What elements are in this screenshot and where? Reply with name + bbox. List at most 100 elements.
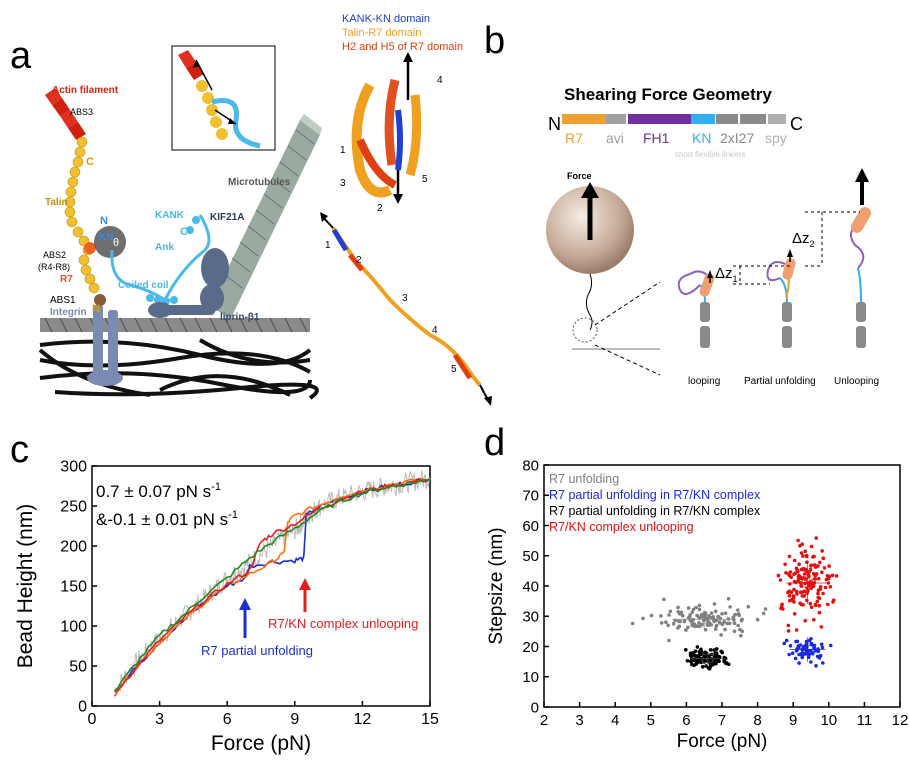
x-tick-label: 3 (575, 712, 583, 729)
integrin (87, 305, 123, 386)
scatter-point-0 (720, 612, 724, 616)
helix-top-5: 5 (422, 174, 428, 185)
scatter-point-0 (682, 619, 687, 624)
y-tick-label: 30 (522, 609, 539, 626)
actin-label: Actin filament (52, 85, 119, 96)
scatter-point-3 (818, 560, 822, 565)
scatter-point-1 (800, 654, 805, 659)
curve-series-2 (113, 477, 431, 697)
integrin-label: Integrin (50, 307, 87, 318)
scatter-point-3 (783, 562, 787, 567)
scatter-point-0 (726, 597, 731, 601)
x-tick-label: 10 (820, 712, 837, 729)
scatter-point-3 (798, 601, 802, 605)
scatter-point-0 (684, 628, 688, 632)
zoom-line-bottom (594, 344, 661, 376)
scatter-point-0 (709, 611, 714, 615)
scatter-point-0 (697, 607, 702, 612)
scatter-point-0 (677, 624, 682, 629)
scatter-point-0 (755, 617, 760, 622)
scatter-point-3 (784, 571, 788, 575)
scatter-point-0 (714, 623, 719, 628)
scatter-point-2 (689, 653, 694, 658)
scatter-point-0 (664, 620, 668, 624)
scatter-point-0 (723, 627, 727, 632)
scatter-point-0 (678, 619, 682, 624)
kank-label: KANK (155, 210, 185, 221)
scatter-point-3 (792, 600, 796, 604)
scatter-point-0 (641, 616, 645, 621)
scatter-point-3 (808, 601, 813, 606)
x-tick-label: 9 (789, 712, 797, 729)
scatter-point-2 (689, 659, 693, 664)
y-tick-label: 80 (522, 457, 539, 474)
scatter-point-1 (787, 652, 791, 657)
scatter-point-1 (816, 649, 821, 654)
scatter-point-3 (789, 590, 794, 594)
scatter-point-0 (725, 621, 729, 626)
scatter-point-3 (816, 595, 821, 600)
x-tick-label: 5 (647, 712, 655, 729)
scatter-point-3 (794, 566, 799, 571)
dz2-arrow-head (787, 249, 793, 257)
scatter-point-3 (830, 573, 835, 578)
scatter-point-0 (727, 621, 732, 626)
state-label-looping: looping (688, 376, 720, 387)
panel-letter-c: c (10, 429, 29, 471)
state-label-partial: Partial unfolding (744, 376, 816, 387)
construct-title: Shearing Force Geometry (564, 85, 772, 104)
scatter-point-3 (801, 603, 805, 607)
x-tick-label: 6 (682, 712, 690, 729)
scatter-point-3 (796, 538, 800, 543)
scatter-point-2 (685, 659, 690, 663)
y-tick-label: 0 (531, 699, 539, 716)
curve-series-4 (113, 478, 431, 693)
scatter-point-3 (819, 625, 824, 629)
scatter-point-0 (703, 611, 707, 615)
panel-b: b Shearing Force Geometry N C R7 avi FH1… (484, 20, 879, 387)
scatter-point-3 (807, 570, 811, 574)
y-tick-label: 200 (60, 539, 87, 556)
scatter-point-3 (802, 572, 807, 576)
scatter-point-0 (722, 619, 727, 624)
panel-letter-a: a (10, 35, 32, 77)
scatter-point-0 (728, 605, 732, 609)
x-tick-label: 9 (290, 711, 299, 728)
y-tick-label: 40 (522, 578, 539, 595)
scatter-point-1 (821, 661, 825, 665)
tether (585, 273, 593, 331)
x-tick-label: 6 (223, 711, 232, 728)
scatter-point-0 (666, 623, 670, 628)
scatter-point-0 (703, 628, 708, 632)
scatter-point-0 (763, 607, 768, 611)
scatter-point-3 (831, 600, 835, 604)
inset-box (171, 45, 276, 151)
scatter-point-3 (818, 587, 822, 591)
scatter-point-0 (697, 624, 702, 629)
kank-coiled-coil-beads (146, 216, 200, 305)
mean-box-2 (702, 654, 714, 664)
annotation-partial-unfolding: R7 partial unfolding (201, 643, 313, 658)
scatter-point-3 (797, 576, 801, 581)
scatter-point-3 (797, 562, 801, 566)
talin-n-label: N (92, 303, 100, 315)
legend-talin-r7: Talin-R7 domain (342, 27, 421, 39)
scatter-point-0 (690, 621, 694, 625)
scatter-point-3 (780, 602, 784, 607)
scatter-point-0 (719, 633, 723, 637)
scatter-point-3 (807, 583, 811, 587)
linker-note: short flexible linkers (675, 150, 745, 159)
scatter-point-3 (797, 573, 801, 578)
scatter-point-2 (695, 645, 700, 649)
scatter-point-3 (823, 585, 828, 590)
scatter-point-3 (820, 549, 824, 553)
scatter-point-3 (827, 574, 832, 579)
mean-box-0 (698, 614, 710, 624)
scatter-point-3 (778, 578, 783, 582)
legend-entry-1: R7 partial unfolding in R7/KN complex (549, 488, 761, 502)
talin-head (94, 294, 106, 306)
talin-label: Talin (45, 197, 68, 208)
scatter-point-0 (712, 602, 717, 606)
helix-top-4: 4 (437, 75, 443, 86)
